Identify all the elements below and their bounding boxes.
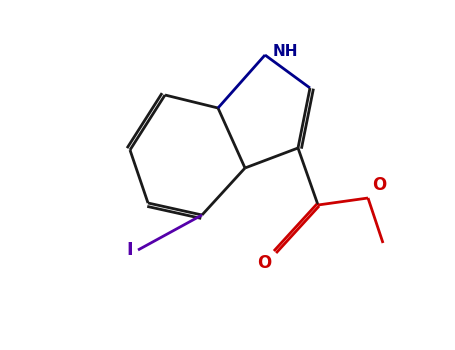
Text: NH: NH [273,43,298,58]
Text: O: O [372,176,386,194]
Text: I: I [126,241,133,259]
Text: O: O [257,254,271,272]
